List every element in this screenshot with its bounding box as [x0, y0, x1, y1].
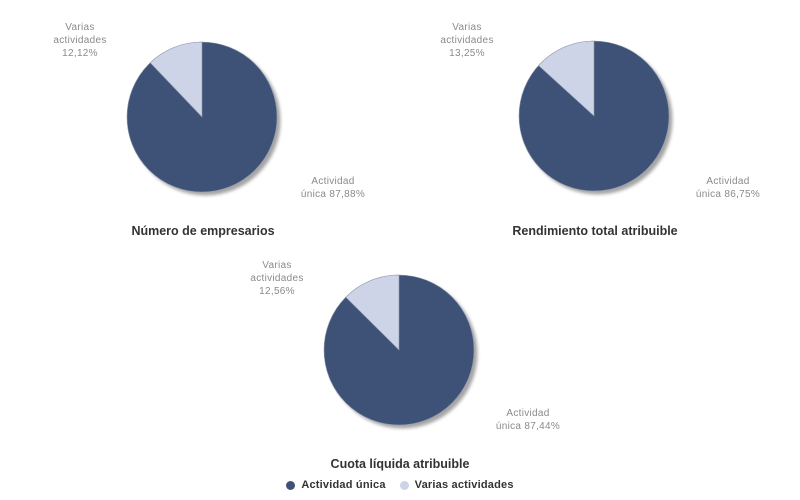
slice-label-varias-actividades: Varias actividades 12,56% — [227, 259, 327, 298]
slice-label-line: Actividad — [706, 176, 750, 187]
slice-label-line: actividades — [53, 35, 107, 46]
slice-label-line: Varias — [262, 260, 292, 271]
legend-swatch-actividad-unica-icon — [286, 480, 296, 490]
slice-label-line: actividades — [250, 273, 304, 284]
legend-swatch-varias-actividades-icon — [399, 480, 409, 490]
legend: Actividad única Varias actividades — [0, 479, 800, 491]
slice-label-actividad-unica: Actividad única 86,75% — [678, 175, 778, 201]
legend-item-actividad-unica: Actividad única — [286, 479, 385, 491]
legend-item-varias-actividades: Varias actividades — [399, 479, 514, 491]
slice-label-line: 12,12% — [62, 48, 98, 59]
slice-label-line: Varias — [65, 22, 95, 33]
slice-label-line: actividades — [440, 35, 494, 46]
slice-label-line: única 86,75% — [695, 189, 761, 200]
legend-label: Actividad única — [301, 479, 386, 491]
slice-label-line: única 87,44% — [495, 421, 561, 432]
slice-label-line: única 87,88% — [300, 189, 366, 200]
slice-label-varias-actividades: Varias actividades 13,25% — [417, 21, 517, 60]
slice-label-line: 12,56% — [259, 286, 295, 297]
pie-chart-cuota-liquida-atribuible — [323, 274, 478, 429]
slice-label-line: 13,25% — [449, 48, 485, 59]
legend-label: Varias actividades — [414, 479, 514, 491]
slice-label-line: Varias — [452, 22, 482, 33]
slice-label-line: Actividad — [506, 408, 550, 419]
chart-title-rendimiento-total-atribuible: Rendimiento total atribuible — [512, 224, 678, 238]
slice-label-actividad-unica: Actividad única 87,44% — [478, 407, 578, 433]
pie-chart-numero-de-empresarios — [126, 41, 281, 196]
chart-title-cuota-liquida-atribuible: Cuota líquida atribuible — [330, 457, 470, 471]
pie-slice-varias-actividades — [345, 274, 400, 351]
slice-label-varias-actividades: Varias actividades 12,12% — [30, 21, 130, 60]
chart-title-numero-de-empresarios: Número de empresarios — [131, 224, 275, 238]
pie-slice-varias-actividades — [538, 40, 595, 117]
pie-chart-rendimiento-total-atribuible — [518, 40, 673, 195]
pie-slice-varias-actividades — [149, 41, 203, 118]
slice-label-actividad-unica: Actividad única 87,88% — [283, 175, 383, 201]
slice-label-line: Actividad — [311, 176, 355, 187]
